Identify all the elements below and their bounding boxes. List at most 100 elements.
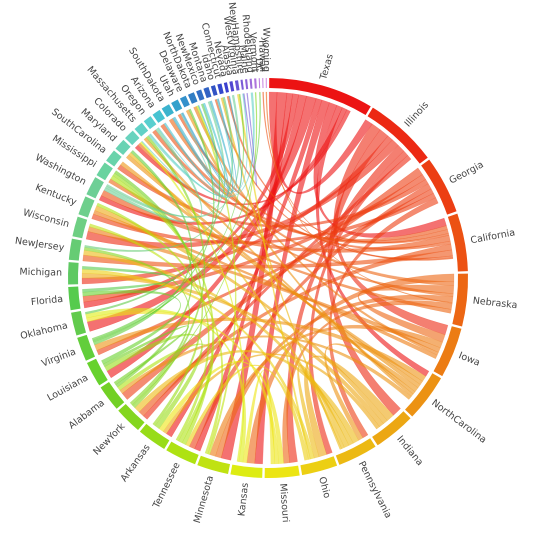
chord (265, 91, 453, 304)
chord (193, 106, 439, 356)
group-arc (217, 83, 224, 95)
chord (102, 325, 190, 386)
group-arc (421, 159, 457, 215)
group-label: California (470, 227, 516, 246)
group-label: Tennessee (151, 461, 183, 511)
group-arc (262, 78, 264, 89)
group-label: Louisiana (46, 372, 91, 403)
group-arc (67, 262, 79, 285)
group-arc (86, 177, 104, 199)
chord (108, 178, 452, 314)
chord (226, 95, 450, 244)
chord (84, 103, 221, 315)
group-arc (367, 107, 428, 164)
chord (220, 97, 343, 450)
group-arc (405, 373, 442, 417)
group-label: Virginia (40, 346, 77, 369)
group-arc (196, 89, 205, 101)
chord (243, 92, 258, 186)
chord (236, 93, 311, 460)
chord (94, 205, 388, 425)
group-arc (234, 80, 240, 91)
group-arc (452, 273, 469, 327)
group-arc (249, 78, 253, 89)
group-label: Vermont (247, 32, 261, 73)
chord (246, 273, 455, 464)
group-arc (72, 216, 88, 239)
group-arc (433, 326, 462, 377)
chord (242, 370, 276, 465)
group-arc (134, 122, 149, 137)
chord (173, 100, 233, 195)
chord (172, 104, 229, 196)
chord (185, 109, 414, 397)
chord (158, 360, 284, 464)
group-arc (68, 286, 81, 311)
group-label: RhodeIsland (240, 14, 256, 73)
group-label: Missouri (277, 483, 291, 523)
group-label: Pennsylvania (356, 460, 394, 521)
group-arc (86, 358, 108, 386)
group-arc (265, 78, 267, 89)
group-label: Ohio (316, 476, 332, 500)
group-label: Texas (318, 53, 336, 82)
group-label: NewJersey (14, 236, 65, 254)
group-label: Iowa (457, 350, 482, 369)
group-arc (187, 92, 198, 104)
group-arc (258, 78, 261, 89)
group-arc (335, 438, 376, 465)
chord (82, 249, 453, 269)
chord (328, 197, 439, 439)
group-label: Alabama (67, 398, 107, 432)
chord (195, 105, 237, 455)
group-arc (152, 109, 166, 123)
chord (181, 98, 237, 193)
chord (83, 93, 300, 309)
chord (91, 108, 215, 341)
chord (163, 102, 229, 197)
group-arc (372, 411, 411, 446)
chord (139, 141, 245, 462)
group-arc (447, 213, 468, 272)
chord (262, 91, 454, 261)
group-label: Wisconsin (22, 207, 71, 230)
group-label: DC (253, 58, 265, 73)
group-label: Georgia (448, 159, 486, 186)
group-arc (166, 441, 199, 465)
group-arc (115, 139, 131, 156)
chord (137, 142, 454, 297)
chord (162, 353, 381, 435)
chord (313, 102, 447, 238)
chord (131, 92, 258, 407)
chord (141, 113, 217, 204)
chord (134, 109, 351, 206)
chord (91, 192, 437, 245)
chords (81, 91, 455, 465)
chord (168, 118, 455, 287)
chord (117, 343, 214, 444)
chord (81, 272, 384, 428)
chord (81, 268, 315, 460)
group-label: NewYork (91, 421, 128, 458)
chord (112, 172, 204, 427)
group-label: Hawaii (256, 40, 268, 72)
group-label: Wyoming (260, 27, 271, 72)
chord (98, 107, 348, 225)
chord (177, 113, 452, 251)
group-label: Illinois (403, 100, 431, 130)
group-arc (179, 95, 190, 108)
chord (85, 139, 399, 249)
chord (185, 364, 309, 461)
group-arc (143, 116, 157, 130)
group-label: Maine (237, 44, 251, 74)
chord (83, 246, 191, 406)
chord (149, 93, 248, 198)
group-arc (203, 87, 212, 99)
group-arc (171, 99, 183, 112)
group-arc (125, 130, 140, 146)
group-arc (78, 196, 95, 218)
group-arc (77, 334, 96, 361)
group-arc (245, 79, 249, 90)
group-label: Florida (30, 294, 63, 308)
